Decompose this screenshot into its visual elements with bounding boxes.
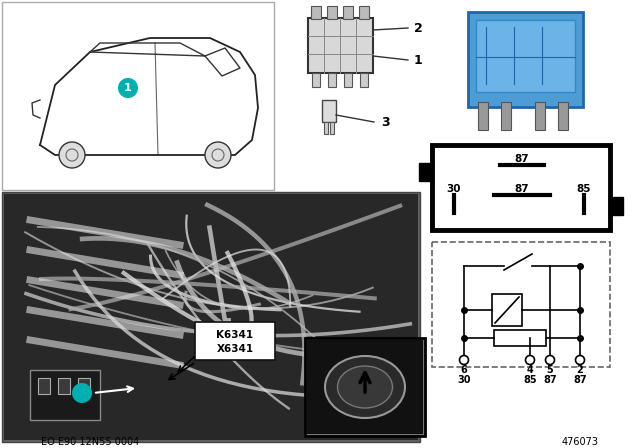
Bar <box>494 330 546 346</box>
Bar <box>359 6 369 19</box>
Circle shape <box>525 356 534 365</box>
Text: 87: 87 <box>573 375 587 385</box>
Bar <box>30 370 100 420</box>
Text: 1: 1 <box>414 53 423 66</box>
Bar <box>360 73 368 87</box>
Text: 5: 5 <box>547 365 554 375</box>
Text: 85: 85 <box>523 375 537 385</box>
Bar <box>419 163 433 181</box>
Bar <box>58 378 70 394</box>
Bar <box>4 194 418 440</box>
Bar <box>344 73 352 87</box>
Circle shape <box>205 142 231 168</box>
Text: 1: 1 <box>124 83 132 93</box>
Text: K6341: K6341 <box>216 330 253 340</box>
Bar <box>78 378 90 394</box>
Bar <box>535 102 545 130</box>
Text: 476073: 476073 <box>561 437 598 447</box>
Circle shape <box>575 356 584 365</box>
Bar <box>38 378 50 394</box>
Text: 3: 3 <box>381 116 390 129</box>
Text: 85: 85 <box>577 184 591 194</box>
Bar <box>468 12 583 107</box>
Text: 2: 2 <box>577 365 584 375</box>
Bar <box>305 338 425 436</box>
Bar <box>432 242 610 367</box>
Text: 4: 4 <box>527 365 533 375</box>
Bar <box>432 145 610 230</box>
Text: 2: 2 <box>414 22 423 34</box>
Text: 1: 1 <box>78 388 86 398</box>
Bar <box>312 73 320 87</box>
Text: 87: 87 <box>543 375 557 385</box>
Circle shape <box>545 356 554 365</box>
Bar <box>2 2 274 190</box>
Text: 30: 30 <box>457 375 471 385</box>
Bar <box>322 100 336 122</box>
Text: X6341: X6341 <box>216 344 253 354</box>
Bar <box>609 197 623 215</box>
Bar <box>308 18 373 73</box>
Bar <box>327 6 337 19</box>
Text: 6: 6 <box>461 365 467 375</box>
Bar <box>307 340 423 434</box>
Circle shape <box>59 142 85 168</box>
Text: 87: 87 <box>515 154 529 164</box>
Bar <box>501 102 511 130</box>
Text: 87: 87 <box>515 184 529 194</box>
Text: EO E90 12N55 0004: EO E90 12N55 0004 <box>41 437 139 447</box>
Text: 30: 30 <box>447 184 461 194</box>
Bar <box>311 6 321 19</box>
Circle shape <box>118 78 138 98</box>
Circle shape <box>460 356 468 365</box>
Ellipse shape <box>337 366 392 408</box>
Bar <box>330 122 334 134</box>
Bar <box>343 6 353 19</box>
Bar <box>324 122 328 134</box>
Bar <box>476 20 575 92</box>
Bar <box>2 192 420 442</box>
Bar <box>478 102 488 130</box>
Ellipse shape <box>325 356 405 418</box>
Bar <box>328 73 336 87</box>
Bar <box>492 294 522 326</box>
Circle shape <box>72 383 92 403</box>
Bar <box>558 102 568 130</box>
Bar <box>195 322 275 360</box>
